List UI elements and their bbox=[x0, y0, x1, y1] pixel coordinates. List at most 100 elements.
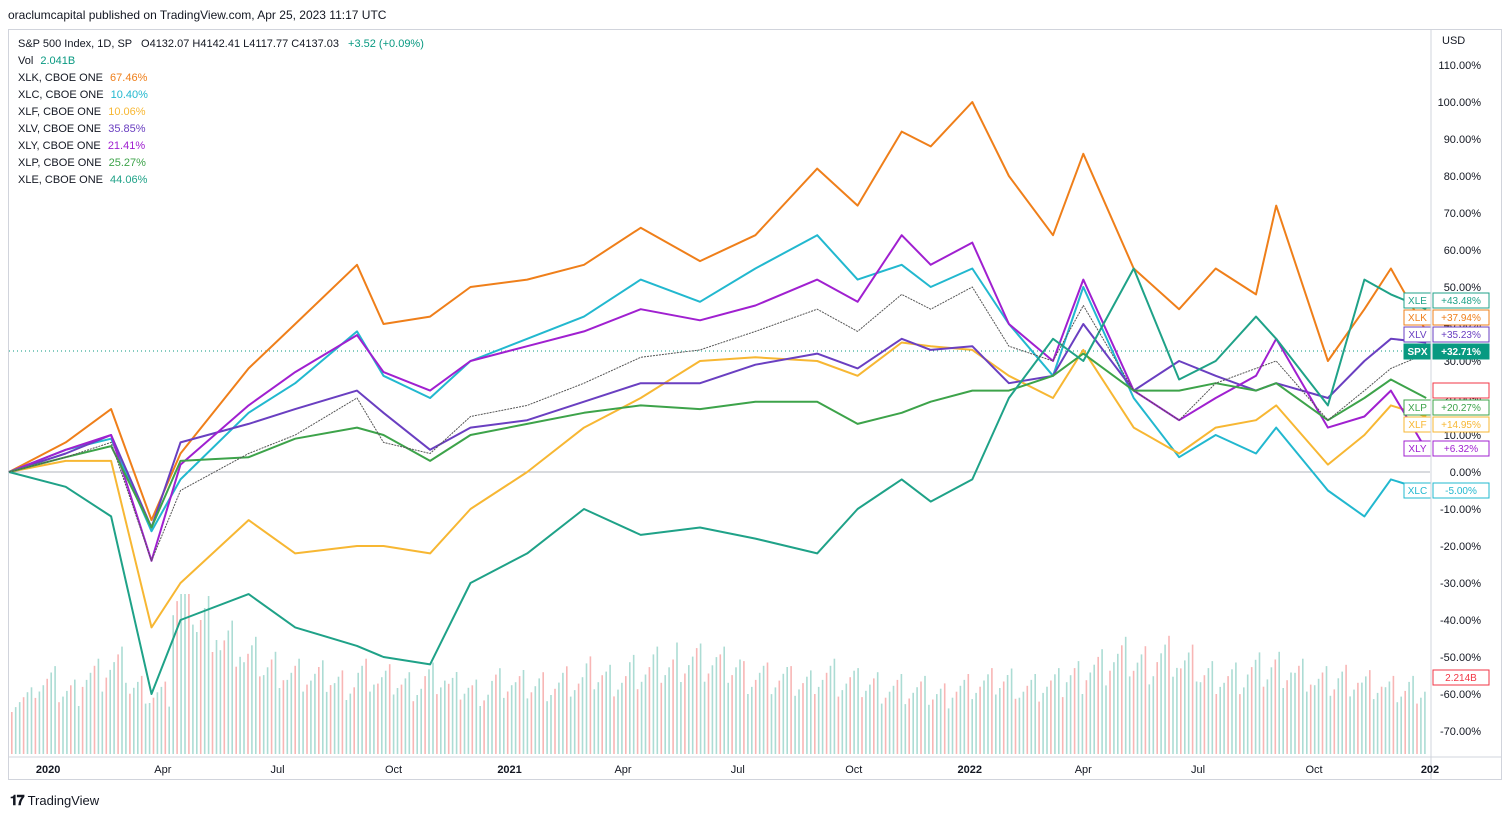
volume-bar bbox=[1376, 692, 1379, 754]
volume-bar bbox=[1010, 668, 1013, 754]
volume-bar bbox=[786, 667, 788, 754]
volume-bar bbox=[333, 683, 336, 754]
volume-bar bbox=[1243, 687, 1245, 754]
volume-bar bbox=[377, 683, 379, 754]
series-tag-box bbox=[1432, 343, 1490, 360]
volume-bar bbox=[1345, 664, 1347, 754]
series-tag-value: -5.00% bbox=[1445, 486, 1477, 497]
volume-bar bbox=[912, 692, 914, 754]
volume-bar bbox=[424, 676, 426, 754]
volume-bar bbox=[152, 697, 155, 754]
volume-bar bbox=[1369, 670, 1371, 754]
volume-bar bbox=[932, 699, 934, 754]
series-tag-xlp: XLP +20.27% bbox=[1403, 399, 1490, 416]
volume-bar bbox=[168, 706, 170, 754]
volume-bar bbox=[936, 694, 938, 754]
volume-bar bbox=[1061, 697, 1064, 754]
volume-bar bbox=[1164, 644, 1166, 754]
volume-bar bbox=[455, 672, 458, 754]
volume-bar bbox=[1065, 682, 1068, 754]
volume-bar bbox=[991, 668, 993, 754]
x-tick-label: Jul bbox=[1191, 764, 1205, 776]
x-tick-label: Oct bbox=[385, 764, 402, 776]
volume-bar bbox=[1246, 674, 1249, 754]
volume-bar bbox=[432, 662, 434, 754]
legend-series-row-xlp[interactable]: XLP, CBOE ONE 25.27% bbox=[18, 155, 424, 172]
volume-bar bbox=[1254, 659, 1257, 754]
volume-bar bbox=[475, 679, 478, 754]
volume-bar bbox=[30, 687, 33, 754]
volume-bar bbox=[77, 706, 80, 754]
volume-bar bbox=[554, 688, 556, 754]
legend-series-row-xlk[interactable]: XLK, CBOE ONE 67.46% bbox=[18, 70, 424, 87]
volume-bar bbox=[999, 688, 1001, 754]
volume-bar bbox=[26, 692, 29, 754]
legend-series-row-xlv[interactable]: XLV, CBOE ONE 35.85% bbox=[18, 121, 424, 138]
volume-bar bbox=[1101, 649, 1103, 754]
legend-series-row-xle[interactable]: XLE, CBOE ONE 44.06% bbox=[18, 172, 424, 189]
legend-vol-name: Vol bbox=[18, 55, 34, 67]
volume-bar bbox=[211, 652, 214, 754]
volume-bar bbox=[203, 608, 206, 754]
volume-bar bbox=[621, 682, 623, 754]
volume-bar bbox=[1085, 680, 1088, 754]
legend-series-row-xlf[interactable]: XLF, CBOE ONE 10.06% bbox=[18, 104, 424, 121]
volume-bar bbox=[503, 697, 505, 754]
volume-bar bbox=[849, 677, 851, 754]
volume-bar bbox=[192, 624, 194, 754]
volume-bar bbox=[947, 708, 950, 754]
volume-bar bbox=[172, 615, 174, 754]
volume-bar bbox=[487, 694, 489, 754]
y-tick-label: -50.00% bbox=[1440, 652, 1481, 664]
volume-bar bbox=[762, 665, 765, 754]
volume-bar bbox=[341, 670, 344, 754]
volume-bar bbox=[928, 704, 930, 754]
volume-bar bbox=[585, 663, 588, 754]
volume-bar bbox=[1199, 682, 1202, 754]
volume-bar bbox=[140, 675, 143, 754]
volume-bar bbox=[337, 676, 340, 754]
volume-bar bbox=[833, 658, 836, 754]
volume-bar bbox=[1262, 686, 1265, 754]
volume-bar bbox=[1195, 681, 1198, 754]
legend-series-row-xly[interactable]: XLY, CBOE ONE 21.41% bbox=[18, 138, 424, 155]
volume-bar bbox=[282, 680, 285, 754]
volume-bar bbox=[510, 685, 513, 754]
volume-bar bbox=[924, 675, 926, 754]
legend-series-row-xlc[interactable]: XLC, CBOE ONE 10.40% bbox=[18, 87, 424, 104]
volume-bar bbox=[1392, 675, 1395, 754]
volume-bar bbox=[920, 681, 922, 754]
volume-bar bbox=[1124, 636, 1127, 754]
volume-bar bbox=[876, 672, 879, 754]
volume-bar bbox=[1388, 681, 1391, 754]
series-tag-xlf: XLF +14.95% bbox=[1403, 416, 1490, 433]
legend-main-row[interactable]: S&P 500 Index, 1D, SP O4132.07 H4142.41 … bbox=[18, 36, 424, 53]
legend-vol-row[interactable]: Vol 2.041B bbox=[18, 53, 424, 70]
volume-bar bbox=[1042, 692, 1044, 754]
series-tag-box bbox=[1432, 399, 1490, 416]
volume-bar bbox=[625, 676, 627, 754]
volume-bar bbox=[589, 656, 592, 754]
volume-bar bbox=[943, 683, 946, 754]
footer-branding[interactable]: 𝟏𝟕 TradingView bbox=[10, 792, 99, 809]
volume-bar bbox=[806, 676, 808, 754]
volume-bar bbox=[518, 676, 521, 754]
volume-bar bbox=[715, 657, 718, 754]
volume-bar bbox=[1384, 687, 1387, 754]
volume-tag-box bbox=[1432, 669, 1490, 686]
x-tick-label: 202 bbox=[1421, 764, 1439, 776]
volume-bar bbox=[873, 678, 875, 754]
volume-bar bbox=[1077, 661, 1080, 754]
volume-bar bbox=[180, 594, 182, 754]
volume-bar bbox=[227, 630, 230, 754]
volume-bar bbox=[688, 665, 690, 754]
volume-bar bbox=[412, 701, 415, 754]
volume-bar bbox=[1337, 678, 1340, 754]
volume-bar bbox=[1128, 676, 1131, 754]
volume-bar bbox=[499, 668, 501, 754]
volume-bar bbox=[1349, 696, 1351, 754]
volume-bar bbox=[782, 673, 785, 754]
series-tag-xlv: XLV +35.23% bbox=[1403, 326, 1490, 343]
volume-bar bbox=[384, 670, 387, 754]
